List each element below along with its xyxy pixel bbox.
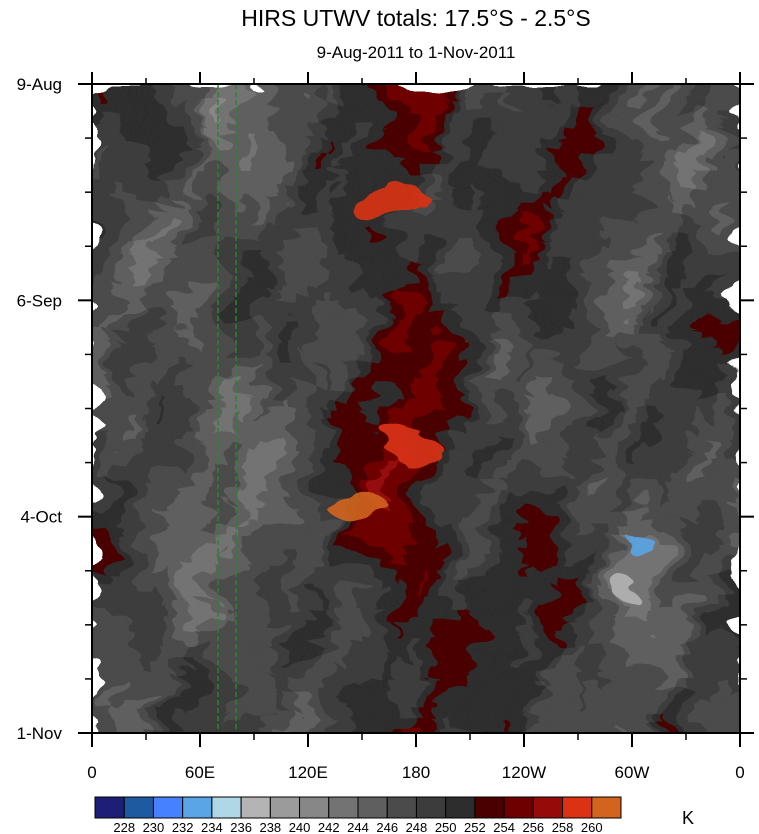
x-tick-label: 60E xyxy=(185,763,215,782)
x-axis: 0 60E 120E 180 120W 60W 0 xyxy=(87,72,745,782)
colorbar-label: 234 xyxy=(201,820,223,834)
colorbar-label: 256 xyxy=(522,820,544,834)
colorbar-swatch xyxy=(386,796,417,819)
x-tick-label: 180 xyxy=(402,763,430,782)
colorbar-swatch xyxy=(474,796,505,819)
colorbar-label: 260 xyxy=(581,820,603,834)
x-tick-label: 120E xyxy=(288,763,328,782)
region-cold xyxy=(619,573,645,600)
colorbar: 228 230 232 234 236 238 240 242 244 246 248 250 252 2… xyxy=(94,796,622,834)
y-tick-label: 9-Aug xyxy=(17,75,62,94)
colorbar-unit: K xyxy=(682,808,694,828)
colorbar-label: 252 xyxy=(464,820,486,834)
colorbar-label: 230 xyxy=(143,820,165,834)
overlay-lines xyxy=(217,84,237,733)
x-tick-label: 0 xyxy=(735,763,744,782)
colorbar-label: 246 xyxy=(376,820,398,834)
chart-subtitle: 9-Aug-2011 to 1-Nov-2011 xyxy=(317,43,516,62)
contour-field xyxy=(92,84,740,733)
y-axis: 9-Aug 6-Sep 4-Oct 1-Nov xyxy=(17,75,754,743)
region-warm xyxy=(321,481,385,522)
y-tick-label: 6-Sep xyxy=(17,291,62,310)
colorbar-swatch xyxy=(328,796,359,819)
y-tick-label: 4-Oct xyxy=(20,508,62,527)
colorbar-swatch xyxy=(532,796,564,819)
colorbar-label: 244 xyxy=(347,820,369,834)
colorbar-label: 254 xyxy=(493,820,515,834)
colorbar-label: 242 xyxy=(318,820,340,834)
colorbar-swatch xyxy=(503,796,534,819)
colorbar-swatch xyxy=(591,796,622,819)
colorbar-swatch xyxy=(445,796,476,819)
x-tick-label: 60W xyxy=(615,763,650,782)
x-tick-label: 120W xyxy=(502,763,546,782)
colorbar-swatch xyxy=(415,796,447,819)
region-cold xyxy=(615,534,642,561)
colorbar-label: 240 xyxy=(289,820,311,834)
chart-title: HIRS UTWV totals: 17.5°S - 2.5°S xyxy=(241,5,590,31)
region-warm xyxy=(366,179,430,220)
colorbar-swatch xyxy=(299,796,330,819)
colorbar-swatch xyxy=(211,796,242,819)
colorbar-swatch xyxy=(94,796,125,819)
colorbar-swatch xyxy=(182,796,213,819)
colorbar-label: 248 xyxy=(406,820,428,834)
colorbar-swatch xyxy=(240,796,271,819)
colorbar-label: 238 xyxy=(259,820,281,834)
colorbar-label: 232 xyxy=(172,820,194,834)
colorbar-swatch xyxy=(269,796,301,819)
colorbar-swatch xyxy=(357,796,388,819)
plot-area xyxy=(92,84,740,733)
colorbar-label: 250 xyxy=(435,820,457,834)
colorbar-swatch xyxy=(152,796,184,819)
colorbar-label: 228 xyxy=(113,820,135,834)
colorbar-swatch xyxy=(562,796,593,819)
y-tick-label: 1-Nov xyxy=(17,724,63,743)
colorbar-label: 236 xyxy=(230,820,252,834)
colorbar-label: 258 xyxy=(552,820,574,834)
region-warm xyxy=(375,427,439,468)
x-tick-label: 0 xyxy=(87,763,96,782)
colorbar-swatch xyxy=(123,796,154,819)
